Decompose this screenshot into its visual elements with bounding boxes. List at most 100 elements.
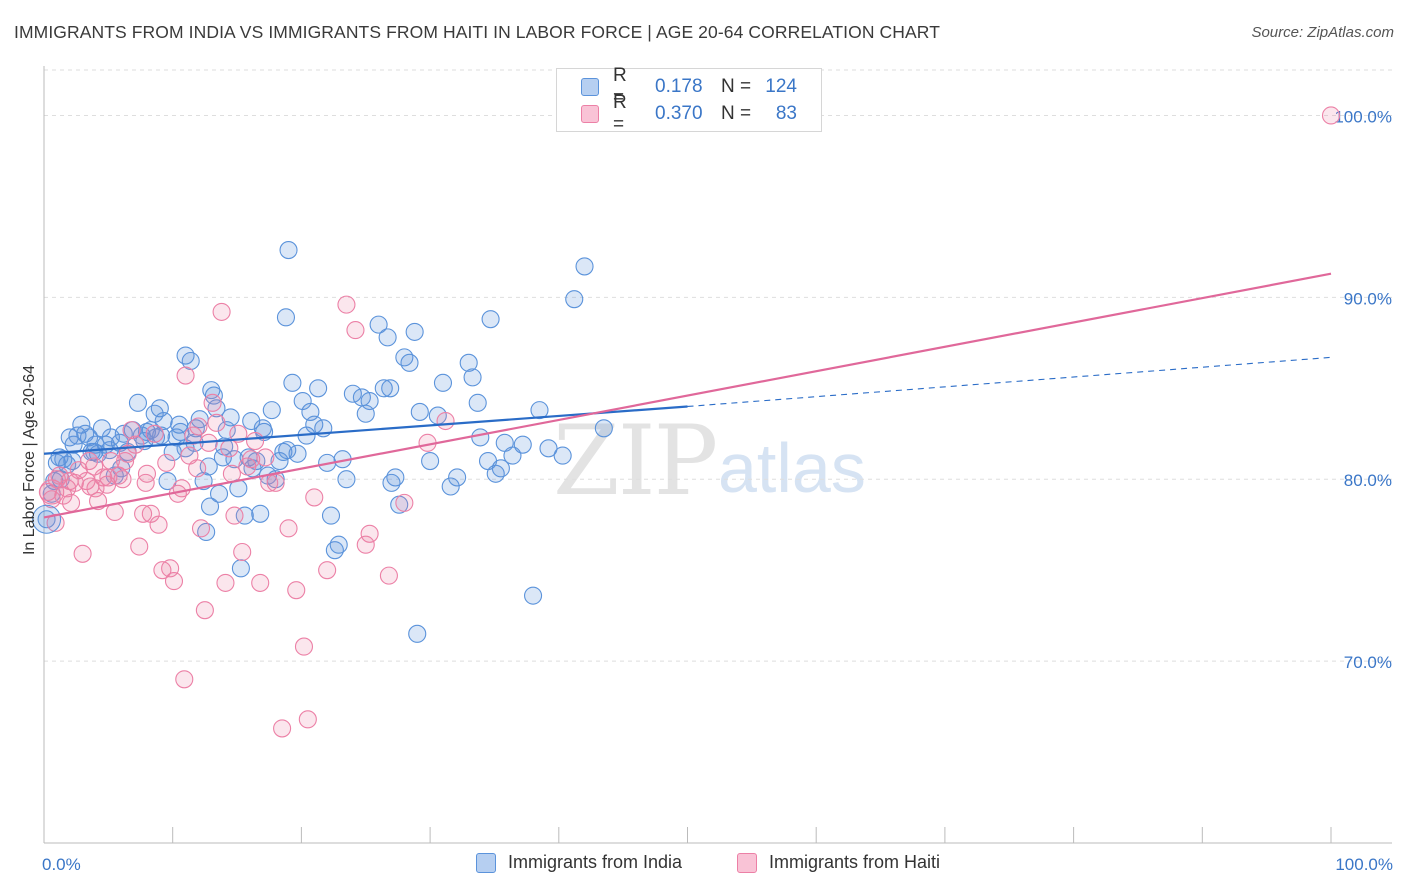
india-point-92 <box>459 353 478 372</box>
haiti-point-78 <box>136 473 155 492</box>
haiti-point-49 <box>233 542 252 562</box>
haiti-point-19 <box>113 470 132 489</box>
india-point-119 <box>408 624 427 643</box>
india-point-122 <box>200 497 220 516</box>
india-point-109 <box>279 241 298 260</box>
india-point-64 <box>283 373 302 392</box>
india-point-80 <box>374 379 393 398</box>
haiti-point-79 <box>189 417 208 436</box>
india-point-76 <box>343 384 362 403</box>
india-point-107 <box>575 257 594 276</box>
watermark-atlas: atlas <box>718 429 866 507</box>
haiti-point-69 <box>395 493 414 512</box>
haiti-point-45 <box>216 573 235 592</box>
india-point-81 <box>381 379 400 398</box>
india-point-128 <box>186 419 205 438</box>
haiti-point-48 <box>229 424 248 443</box>
legend-row-india: R = 0.178 N = 124 <box>581 65 797 108</box>
y-axis-label: In Labor Force | Age 20-64 <box>21 364 38 556</box>
india-point-90 <box>441 477 460 496</box>
haiti-point-27 <box>145 424 164 443</box>
india-point-29 <box>154 411 173 431</box>
haiti-point-43 <box>207 413 226 432</box>
india-point-70 <box>309 379 328 398</box>
haiti-point-81 <box>47 470 66 489</box>
india-point-97 <box>486 464 505 483</box>
haiti-point-53 <box>251 573 270 592</box>
india-point-65 <box>288 444 307 463</box>
india-point-0 <box>37 510 56 529</box>
india-point-89 <box>433 373 453 392</box>
india-point-126 <box>421 451 440 471</box>
haiti-point-22 <box>126 435 145 454</box>
india-point-120 <box>337 470 356 489</box>
chart-title: IMMIGRANTS FROM INDIA VS IMMIGRANTS FROM… <box>14 22 941 42</box>
haiti-point-38 <box>188 459 207 478</box>
haiti-point-25 <box>137 464 157 483</box>
india-point-86 <box>405 322 424 341</box>
haiti-point-76 <box>86 479 105 498</box>
haiti-point-60 <box>294 637 314 656</box>
y-tick-label-70: 70.0% <box>1344 653 1392 672</box>
india-point-59 <box>262 401 281 420</box>
india-point-74 <box>329 535 348 554</box>
haiti-point-cluster <box>39 479 65 505</box>
india-point-30 <box>158 472 177 491</box>
haiti-point-54 <box>256 448 275 467</box>
india-point-35 <box>181 351 200 371</box>
india-point-91 <box>448 468 467 487</box>
haiti-point-37 <box>184 426 203 445</box>
legend-row-haiti: R = 0.370 N = 83 <box>581 92 797 135</box>
india-point-101 <box>513 435 532 454</box>
india-point-48 <box>221 408 240 427</box>
haiti-point-44 <box>212 302 231 321</box>
haiti-point-47 <box>225 506 244 525</box>
x-tick-label-min: 0.0% <box>42 855 81 874</box>
y-tick-label-100: 100.0% <box>1334 107 1392 126</box>
series-legend-haiti-label: Immigrants from Haiti <box>769 852 941 872</box>
haiti-point-57 <box>273 719 292 738</box>
india-n-value: 124 <box>765 76 797 97</box>
haiti-point-29 <box>153 561 172 580</box>
haiti-point-62 <box>305 488 324 507</box>
india-trend-line <box>43 405 688 455</box>
haiti-n-label: N = <box>721 103 752 124</box>
haiti-point-51 <box>242 450 261 469</box>
india-point-56 <box>251 504 270 523</box>
haiti-point-63 <box>318 561 337 580</box>
india-point-40 <box>197 522 216 542</box>
series-legend-haiti: Immigrants from Haiti <box>737 852 940 873</box>
india-point-84 <box>395 348 414 367</box>
haiti-point-42 <box>203 393 222 412</box>
india-point-94 <box>468 393 487 412</box>
india-point-72 <box>321 506 341 525</box>
india-point-108 <box>594 419 613 438</box>
india-swatch <box>581 78 599 96</box>
india-point-132 <box>471 428 490 447</box>
india-n-label: N = <box>721 76 752 97</box>
india-point-116 <box>378 328 397 347</box>
india-point-12 <box>79 428 99 447</box>
haiti-point-21 <box>122 421 141 440</box>
india-point-96 <box>481 310 500 329</box>
haiti-swatch <box>581 105 599 123</box>
haiti-point-6 <box>61 493 81 512</box>
y-tick-label-80: 80.0% <box>1344 471 1392 490</box>
haiti-trend-line <box>43 272 1332 519</box>
india-point-93 <box>463 368 482 387</box>
haiti-point-40 <box>195 601 214 620</box>
haiti-point-71 <box>436 411 455 431</box>
haiti-r-label: R = <box>613 92 627 135</box>
india-r-value: 0.178 <box>655 76 703 97</box>
haiti-point-66 <box>356 535 375 554</box>
india-point-9 <box>68 426 87 445</box>
india-point-118 <box>101 428 120 447</box>
haiti-point-75 <box>116 451 135 471</box>
haiti-r-value: 0.370 <box>655 103 703 124</box>
x-tick-label-max: 100.0% <box>1335 855 1393 874</box>
haiti-point-46 <box>220 439 239 458</box>
watermark-zip: ZIP <box>553 405 718 517</box>
haiti-point-59 <box>287 581 306 600</box>
stats-legend: R = 0.178 N = 124 R = 0.370 N = 83 <box>556 65 822 135</box>
